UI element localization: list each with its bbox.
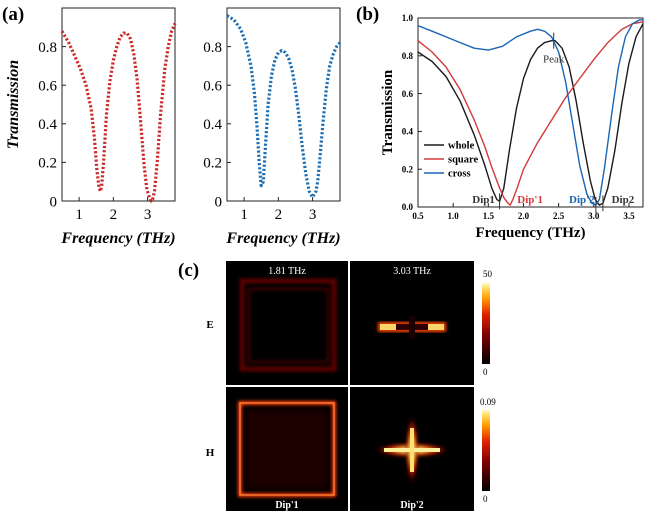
y-tick-label: 0.4 bbox=[203, 117, 222, 133]
colorbar-e bbox=[482, 282, 490, 364]
colorbar-e-min: 0 bbox=[483, 367, 488, 377]
x-axis-label: Frequency (THz) bbox=[475, 225, 585, 241]
colorbar-h bbox=[482, 409, 490, 491]
panel-label-a: (a) bbox=[2, 4, 24, 25]
a-right-plot-frame bbox=[226, 7, 341, 202]
x-tick-label: 1.5 bbox=[483, 211, 495, 221]
series-line-series-0 bbox=[226, 14, 342, 199]
field-map-bottom-label-1: Dip'1 bbox=[275, 500, 298, 511]
b-plot-frame bbox=[417, 17, 644, 208]
x-tick-label: 2 bbox=[110, 207, 118, 223]
x-tick-label: 3.0 bbox=[588, 211, 600, 221]
annotation-label: Dip2 bbox=[612, 194, 635, 206]
x-tick-label: 2 bbox=[275, 207, 283, 223]
series-line-square bbox=[417, 21, 644, 206]
y-tick-label: 0.8 bbox=[203, 40, 222, 56]
y-tick-label: 0.6 bbox=[203, 78, 222, 94]
legend: whole square cross bbox=[424, 141, 478, 180]
panel-label-c: (c) bbox=[178, 260, 199, 281]
y-tick-label: 1.0 bbox=[402, 13, 414, 23]
x-tick-label: 1 bbox=[240, 207, 248, 223]
y-tick-label: 0.2 bbox=[38, 156, 57, 172]
y-axis-label: Transmission bbox=[380, 69, 396, 155]
x-tick-label: 2.0 bbox=[518, 211, 530, 221]
field-map-bottom-label-2: Dip'2 bbox=[400, 500, 423, 511]
x-tick-label: 1 bbox=[75, 207, 83, 223]
x-axis-label: Frequency (THz) bbox=[60, 230, 175, 247]
chart-a-left: 0 0.2 0.4 0.6 0.8 1 2 3 Frequency (THz) Transmiss… bbox=[5, 7, 177, 247]
x-tick-label: 3 bbox=[144, 207, 152, 223]
annotation-label: Dip'2 bbox=[569, 194, 595, 206]
colorbar-h-min: 0 bbox=[483, 494, 488, 504]
field-map-row-label-h: H bbox=[206, 447, 215, 459]
y-tick-label: 0.8 bbox=[402, 51, 414, 61]
y-tick-label: 0.2 bbox=[402, 164, 414, 174]
annotation-label: Peak bbox=[543, 54, 565, 66]
legend-label: cross bbox=[448, 169, 471, 180]
x-tick-label: 3.5 bbox=[623, 211, 635, 221]
x-tick-label: 0.5 bbox=[412, 211, 424, 221]
y-tick-label: 0.6 bbox=[38, 78, 57, 94]
x-tick-label: 1.0 bbox=[448, 211, 460, 221]
series-line-whole bbox=[417, 23, 644, 206]
chart-b: 0.0 0.2 0.4 0.6 0.8 1.0 0.5 1.0 1.5 2.0 2.5 3.0 3.5 F… bbox=[380, 13, 644, 241]
x-tick-label: 3 bbox=[309, 207, 317, 223]
y-tick-label: 0.4 bbox=[402, 127, 414, 137]
field-map-col-label-1: 1.81 THz bbox=[268, 266, 306, 277]
y-tick-label: 0.6 bbox=[402, 89, 414, 99]
legend-label: square bbox=[448, 155, 478, 166]
y-tick-label: 0.0 bbox=[402, 202, 414, 212]
y-tick-label: 0 bbox=[215, 194, 223, 210]
field-map-row-label-e: E bbox=[206, 319, 213, 331]
y-tick-label: 0.4 bbox=[38, 117, 57, 133]
annotation-label: Dip1 bbox=[472, 194, 495, 206]
field-map-col-label-2: 3.03 THz bbox=[393, 266, 431, 277]
series-line-series-0 bbox=[60, 22, 177, 203]
x-axis-label: Frequency (THz) bbox=[225, 230, 340, 247]
legend-label: whole bbox=[448, 141, 475, 152]
a-left-plot-frame bbox=[61, 7, 176, 202]
annotation-label: Dip'1 bbox=[517, 194, 543, 206]
colorbar-h-max: 0.09 bbox=[480, 397, 496, 407]
chart-a-right: 0 0.2 0.4 0.6 0.8 1 2 3 Frequency (THz) bbox=[203, 7, 342, 247]
y-axis-label: Transmission bbox=[5, 60, 22, 149]
y-tick-label: 0 bbox=[50, 194, 58, 210]
field-map-panel: 1.81 THz 3.03 THz E H Dip'1 Dip'2 50 0 0… bbox=[206, 261, 496, 511]
colorbar-e-max: 50 bbox=[483, 269, 493, 279]
x-tick-label: 2.5 bbox=[553, 211, 565, 221]
y-tick-label: 0.2 bbox=[203, 156, 222, 172]
y-tick-label: 0.8 bbox=[38, 40, 57, 56]
panel-label-b: (b) bbox=[356, 4, 379, 25]
series-line-cross bbox=[417, 19, 643, 206]
